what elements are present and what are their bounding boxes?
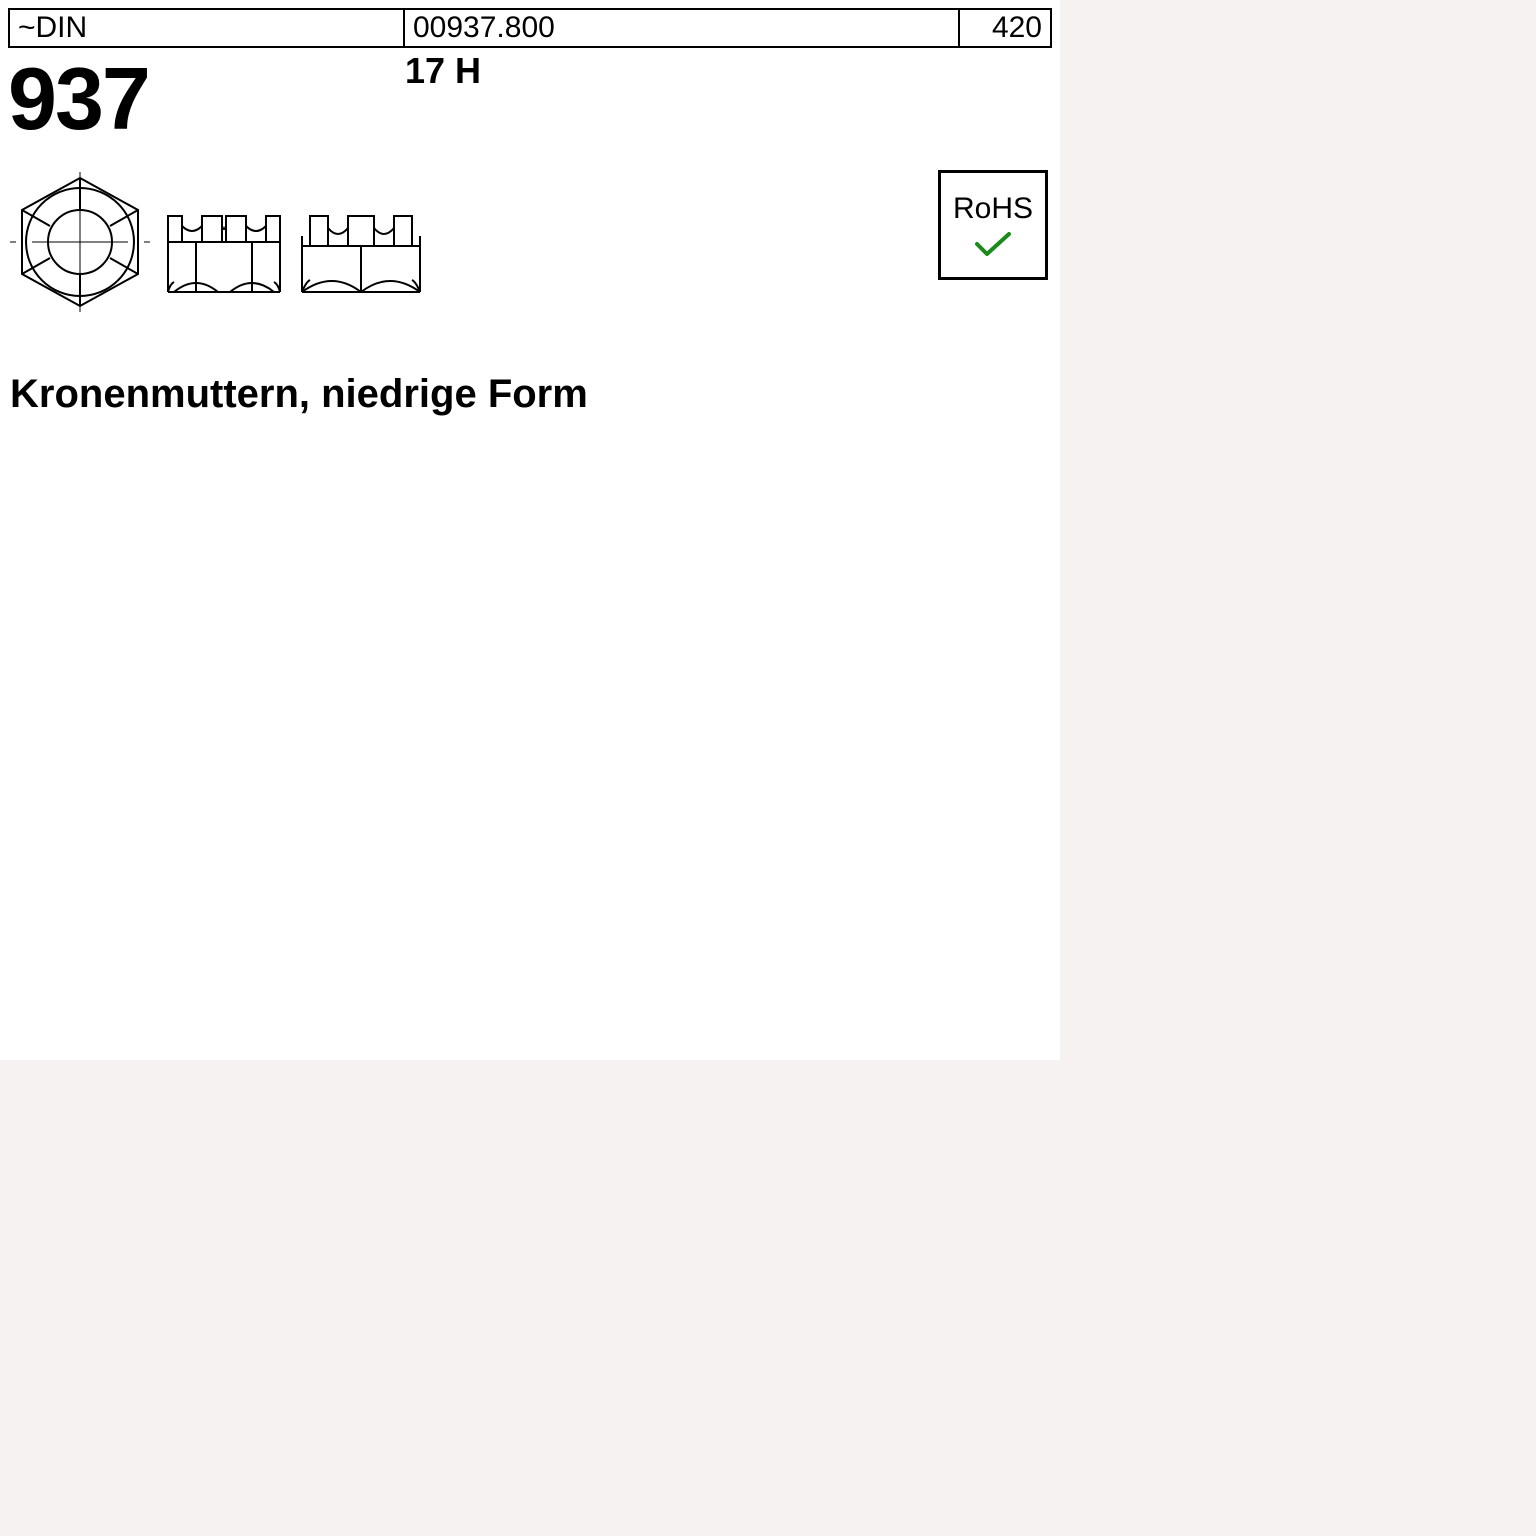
standard-number: 937 [8, 48, 149, 150]
check-icon [973, 230, 1013, 258]
header-qty: 420 [960, 10, 1050, 46]
rohs-label: RoHS [953, 192, 1033, 226]
product-description: Kronenmuttern, niedrige Form [10, 372, 588, 417]
page-background: ~DIN 00937.800 420 937 17 H [0, 0, 1536, 1536]
material-grade: 17 H [405, 50, 481, 92]
rohs-badge: RoHS [938, 170, 1048, 280]
datasheet: ~DIN 00937.800 420 937 17 H [0, 0, 1060, 1060]
technical-drawing [10, 172, 430, 322]
header-code: 00937.800 [405, 10, 960, 46]
header-standard: ~DIN [10, 10, 405, 46]
header-row: ~DIN 00937.800 420 [8, 8, 1052, 48]
